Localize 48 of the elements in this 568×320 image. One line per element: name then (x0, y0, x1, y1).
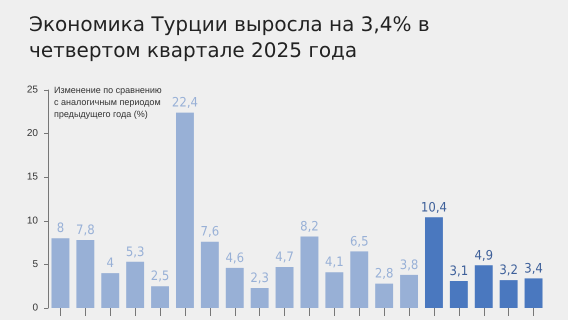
y-tick-label: 0 (32, 302, 38, 314)
bar (325, 272, 344, 308)
bar (450, 280, 468, 308)
data-label: 4,7 (275, 250, 294, 266)
y-tick-label: 25 (26, 84, 38, 96)
data-label: 4 (106, 256, 114, 272)
data-label: 2,5 (150, 269, 170, 284)
data-label: 6,5 (350, 234, 369, 250)
data-label: 3,1 (450, 264, 468, 279)
data-label: 22,4 (172, 96, 198, 111)
y-tick-label: 10 (26, 215, 38, 226)
bar (176, 112, 194, 308)
bar (524, 278, 543, 308)
bar (151, 286, 170, 308)
data-label: 7,8 (76, 222, 95, 238)
annotation: Изменение по сравнению с аналогичным периодом предыдущего года (%) (54, 85, 162, 119)
bar (250, 288, 269, 308)
y-tick-label: 20 (26, 128, 38, 140)
bar (276, 267, 294, 308)
data-label: 10,4 (420, 200, 447, 216)
data-label: 2,8 (374, 266, 394, 282)
bar (300, 236, 318, 308)
bar (101, 273, 120, 308)
bar (51, 238, 70, 308)
data-label: 4,9 (474, 248, 494, 264)
data-label: 3,2 (499, 263, 518, 278)
bar (474, 265, 493, 308)
bar (424, 217, 443, 308)
bar (500, 280, 518, 308)
data-label: 2,3 (250, 270, 269, 286)
bar (226, 268, 244, 308)
data-label: 8,2 (300, 219, 319, 234)
data-label: 4,1 (325, 255, 344, 270)
bar (400, 274, 418, 308)
bar (200, 242, 219, 308)
bar (375, 284, 394, 308)
data-label: 5,3 (126, 244, 144, 260)
data-label: 7,6 (200, 224, 220, 240)
data-label: 8 (56, 221, 64, 236)
y-tick-label: 5 (32, 258, 38, 270)
bar (350, 251, 368, 308)
bar (126, 262, 144, 308)
data-label: 3,8 (400, 258, 418, 273)
y-tick-label: 15 (26, 172, 38, 183)
data-label: 3,4 (524, 261, 543, 276)
data-label: 4,6 (225, 250, 244, 266)
chart-title: Экономика Турции выросла на 3,4% в четвертом квартале 2025 года (29, 12, 430, 62)
bar (76, 240, 94, 308)
